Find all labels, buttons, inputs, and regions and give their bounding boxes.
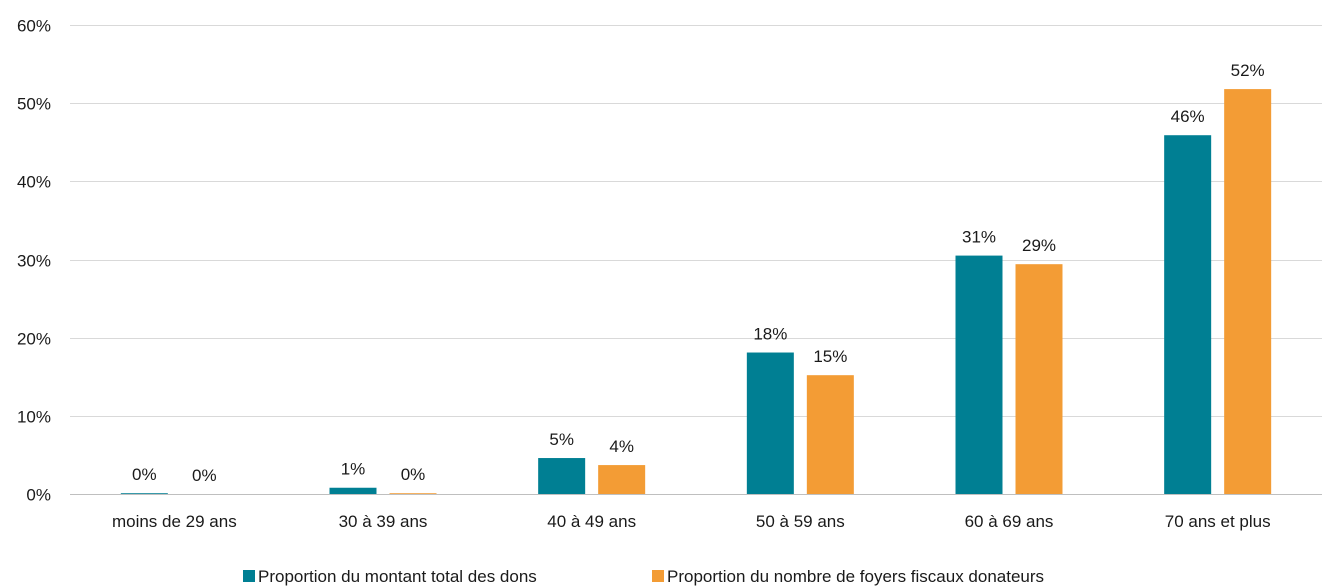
data-label: 0% [192, 466, 217, 485]
data-label: 0% [132, 465, 157, 484]
x-axis-categories: moins de 29 ans 30 à 39 ans 40 à 49 ans 50 … [112, 512, 1271, 531]
data-label: 1% [341, 460, 366, 479]
data-label: 31% [962, 228, 996, 247]
data-label: 29% [1022, 236, 1056, 255]
legend: Proportion du montant total des dons Pro… [243, 567, 1044, 586]
y-tick-label: 20% [17, 330, 51, 349]
x-category-label: 50 à 59 ans [756, 512, 845, 531]
y-tick-label: 50% [17, 95, 51, 114]
data-labels: 0% 0% 1% 0% 5% 4% 18% 15% 31% 29% 46% 52% [132, 61, 1265, 485]
bar [746, 352, 794, 494]
legend-swatch-series-1 [243, 570, 255, 582]
bar [120, 493, 168, 494]
y-tick-label: 30% [17, 252, 51, 271]
bar [389, 493, 437, 494]
bar [538, 458, 586, 494]
gridlines [70, 25, 1322, 495]
data-label: 4% [609, 437, 634, 456]
y-tick-label: 60% [17, 17, 51, 36]
x-category-label: 70 ans et plus [1165, 512, 1271, 531]
bar [1015, 264, 1063, 494]
bar [806, 375, 854, 494]
bar [1164, 135, 1212, 494]
y-tick-label: 0% [26, 486, 51, 505]
x-category-label: 40 à 49 ans [547, 512, 636, 531]
data-label: 15% [813, 347, 847, 366]
data-label: 18% [753, 325, 787, 344]
x-category-label: 60 à 69 ans [965, 512, 1054, 531]
x-category-label: 30 à 39 ans [339, 512, 428, 531]
data-label: 52% [1231, 61, 1265, 80]
bar [955, 255, 1003, 494]
y-axis-ticks: 0% 10% 20% 30% 40% 50% 60% [17, 17, 51, 505]
bar [329, 487, 377, 494]
legend-label-series-1: Proportion du montant total des dons [258, 567, 537, 586]
x-category-label: moins de 29 ans [112, 512, 237, 531]
legend-swatch-series-2 [652, 570, 664, 582]
data-label: 5% [549, 430, 574, 449]
y-tick-label: 10% [17, 408, 51, 427]
bar [598, 465, 646, 494]
data-label: 46% [1171, 107, 1205, 126]
bar [1224, 89, 1272, 494]
legend-label-series-2: Proportion du nombre de foyers fiscaux d… [667, 567, 1044, 586]
data-label: 0% [401, 465, 426, 484]
bars [120, 89, 1272, 494]
y-tick-label: 40% [17, 173, 51, 192]
